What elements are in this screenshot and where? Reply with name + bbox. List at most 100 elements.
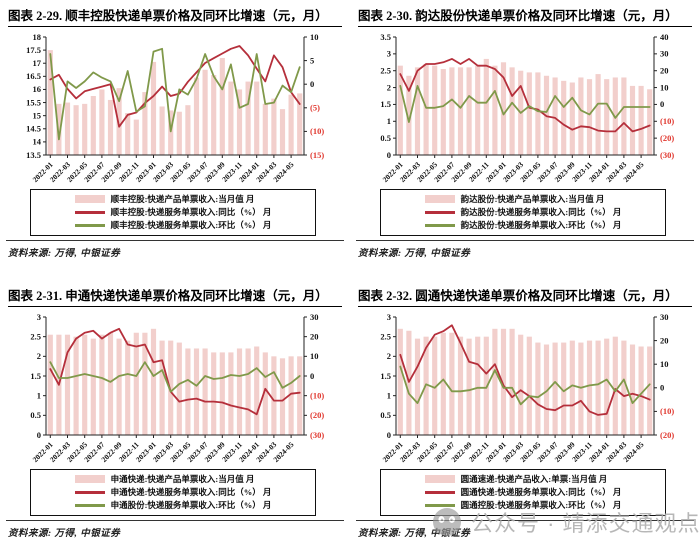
svg-text:30: 30 <box>310 312 319 322</box>
svg-text:0: 0 <box>387 430 391 440</box>
legend-item-bar: 圆通速递:快递产品收入:单票:当月值 月 <box>424 473 622 486</box>
svg-text:30: 30 <box>660 312 669 322</box>
bar-swatch-icon <box>424 475 455 484</box>
legend-item-mom: 圆通控股:快递服务单票收入:环比（%） 月 <box>424 499 621 512</box>
svg-text:(30): (30) <box>310 430 324 440</box>
svg-text:(10): (10) <box>310 126 324 136</box>
chart-title: 图表 2-30. 韵达股份快递单票价格及同环比增速（元，月） <box>358 9 678 23</box>
panel-yto: 图表 2-32. 圆通快递快递单票价格及同环比增速（元，月） 0 0.5 1 1.5 2… <box>350 280 700 560</box>
svg-text:3.5: 3.5 <box>380 32 391 42</box>
green-line-swatch-icon <box>74 224 105 227</box>
title-rule <box>8 305 342 307</box>
legend-item-bar: 韵达股份:快递产品单票收入:当月值 月 <box>424 193 622 206</box>
legend-item-yoy: 韵达股份:快递服务单票收入:同比（%） 月 <box>424 206 622 219</box>
svg-text:0: 0 <box>387 150 391 160</box>
legend-item-bar: 顺丰控股:快递产品单票收入:当月值 月 <box>74 193 272 206</box>
svg-text:20: 20 <box>660 65 669 75</box>
svg-text:0.5: 0.5 <box>380 410 391 420</box>
svg-text:(10): (10) <box>660 116 674 126</box>
legend-label: 圆通速递:快递产品收入:单票:当月值 月 <box>460 474 608 485</box>
red-line-swatch-icon <box>424 491 455 494</box>
svg-text:40: 40 <box>660 32 669 42</box>
svg-text:10: 10 <box>310 351 319 361</box>
svg-text:(10): (10) <box>310 390 324 400</box>
svg-text:10: 10 <box>660 359 669 369</box>
legend: 韵达股份:快递产品单票收入:当月值 月 韵达股份:快递服务单票收入:同比（%） … <box>380 188 666 236</box>
chart-canvas-yunda: 00.511.522.533.5 403020100(10)(20)(30)202… <box>380 32 674 184</box>
chart-title: 图表 2-29. 顺丰控股快递单票价格及同环比增速（元，月） <box>8 9 328 23</box>
source-note: 资料来源: 万得, 中银证券 <box>8 248 121 259</box>
svg-text:1: 1 <box>387 116 391 126</box>
legend: 申通快递:快递产品单票收入:当月值 月 申通快递:快递服务单票收入:同比（%） … <box>30 468 316 516</box>
red-line-swatch-icon <box>424 211 455 214</box>
svg-text:(15): (15) <box>310 150 324 160</box>
svg-text:14.5: 14.5 <box>26 123 41 133</box>
svg-text:0: 0 <box>310 79 314 89</box>
legend-item-yoy: 顺丰控股:快递服务单票收入:同比（%） 月 <box>74 206 271 219</box>
watermark-text: 公众号 · 靖添交通观点 <box>471 511 700 536</box>
source-rule <box>356 239 694 241</box>
svg-text:0: 0 <box>310 371 314 381</box>
chart-canvas-sto: 00.511.522.53 3020100(10)(20)(30)2022-012… <box>30 312 324 464</box>
svg-text:(20): (20) <box>310 410 324 420</box>
source-note: 资料来源: 万得, 中银证券 <box>8 528 121 539</box>
svg-text:2.5: 2.5 <box>380 65 391 75</box>
svg-text:3: 3 <box>387 312 391 322</box>
svg-text:13.5: 13.5 <box>26 150 41 160</box>
svg-text:18: 18 <box>33 32 42 42</box>
svg-text:3: 3 <box>387 49 391 59</box>
svg-text:15: 15 <box>33 110 42 120</box>
svg-text:(30): (30) <box>660 150 674 160</box>
red-line-swatch-icon <box>74 211 105 214</box>
svg-text:17.5: 17.5 <box>26 45 41 55</box>
watermark: 公众号 · 靖添交通观点 <box>432 506 700 538</box>
svg-text:1.5: 1.5 <box>380 99 391 109</box>
svg-text:0.5: 0.5 <box>30 410 41 420</box>
svg-text:20: 20 <box>310 331 319 341</box>
legend-label: 顺丰控股:快递服务单票收入:环比（%） 月 <box>110 220 272 231</box>
panel-sf-holding: 图表 2-29. 顺丰控股快递单票价格及同环比增速（元，月） 13.5 14 14.… <box>0 0 350 280</box>
green-line-swatch-icon <box>424 504 455 507</box>
svg-text:3: 3 <box>37 312 41 322</box>
wechat-official-account-icon <box>433 508 461 536</box>
legend-label: 申通快递:快递产品单票收入:当月值 月 <box>110 474 255 485</box>
svg-text:(20): (20) <box>660 133 674 143</box>
bar-swatch-icon <box>74 475 105 484</box>
svg-text:1: 1 <box>387 390 391 400</box>
svg-text:0: 0 <box>660 99 664 109</box>
source-note: 资料来源: 万得, 中银证券 <box>358 248 471 259</box>
svg-text:0: 0 <box>660 382 664 392</box>
svg-text:2.5: 2.5 <box>30 331 41 341</box>
svg-text:5: 5 <box>310 55 314 65</box>
title-rule <box>358 25 692 27</box>
svg-text:10: 10 <box>660 82 669 92</box>
legend-item-mom: 顺丰控股:快递服务单票收入:环比（%） 月 <box>74 219 272 232</box>
legend-label: 申通股份:快递服务单票收入:环比（%） 月 <box>110 500 272 511</box>
svg-text:10: 10 <box>310 32 319 42</box>
source-note: 资料来源: 万得, 中银证券 <box>358 528 471 539</box>
svg-text:1: 1 <box>37 390 41 400</box>
svg-text:20: 20 <box>660 335 669 345</box>
svg-text:2: 2 <box>387 82 391 92</box>
panel-sto: 图表 2-31. 申通快递快递单票价格及同环比增速（元，月） 0 0.5 1 1.5 2… <box>0 280 350 560</box>
green-line-swatch-icon <box>424 224 455 227</box>
chart-canvas-yto: 00.511.522.53 3020100(10)(20)2022-012022-… <box>380 312 674 464</box>
svg-text:14: 14 <box>33 137 42 147</box>
chart-title: 图表 2-31. 申通快递快递单票价格及同环比增速（元，月） <box>8 289 328 303</box>
panel-yunda: 图表 2-30. 韵达股份快递单票价格及同环比增速（元，月） 0 0.5 1 1.5 2… <box>350 0 700 280</box>
legend-label: 顺丰控股:快递产品单票收入:当月值 月 <box>110 194 255 205</box>
legend: 顺丰控股:快递产品单票收入:当月值 月 顺丰控股:快递服务单票收入:同比（%） … <box>30 188 316 236</box>
title-rule <box>358 305 692 307</box>
bar-swatch-icon <box>74 195 105 204</box>
legend-label: 韵达股份:快递服务单票收入:同比（%） 月 <box>460 207 622 218</box>
svg-text:(20): (20) <box>660 430 674 440</box>
svg-text:0.5: 0.5 <box>380 133 391 143</box>
red-line-swatch-icon <box>74 491 105 494</box>
title-rule <box>8 25 342 27</box>
svg-text:2: 2 <box>387 351 391 361</box>
legend-label: 韵达股份:快递产品单票收入:当月值 月 <box>460 194 605 205</box>
svg-text:(10): (10) <box>660 406 674 416</box>
legend-label: 申通快递:快递服务单票收入:同比（%） 月 <box>110 487 272 498</box>
svg-text:2.5: 2.5 <box>380 331 391 341</box>
